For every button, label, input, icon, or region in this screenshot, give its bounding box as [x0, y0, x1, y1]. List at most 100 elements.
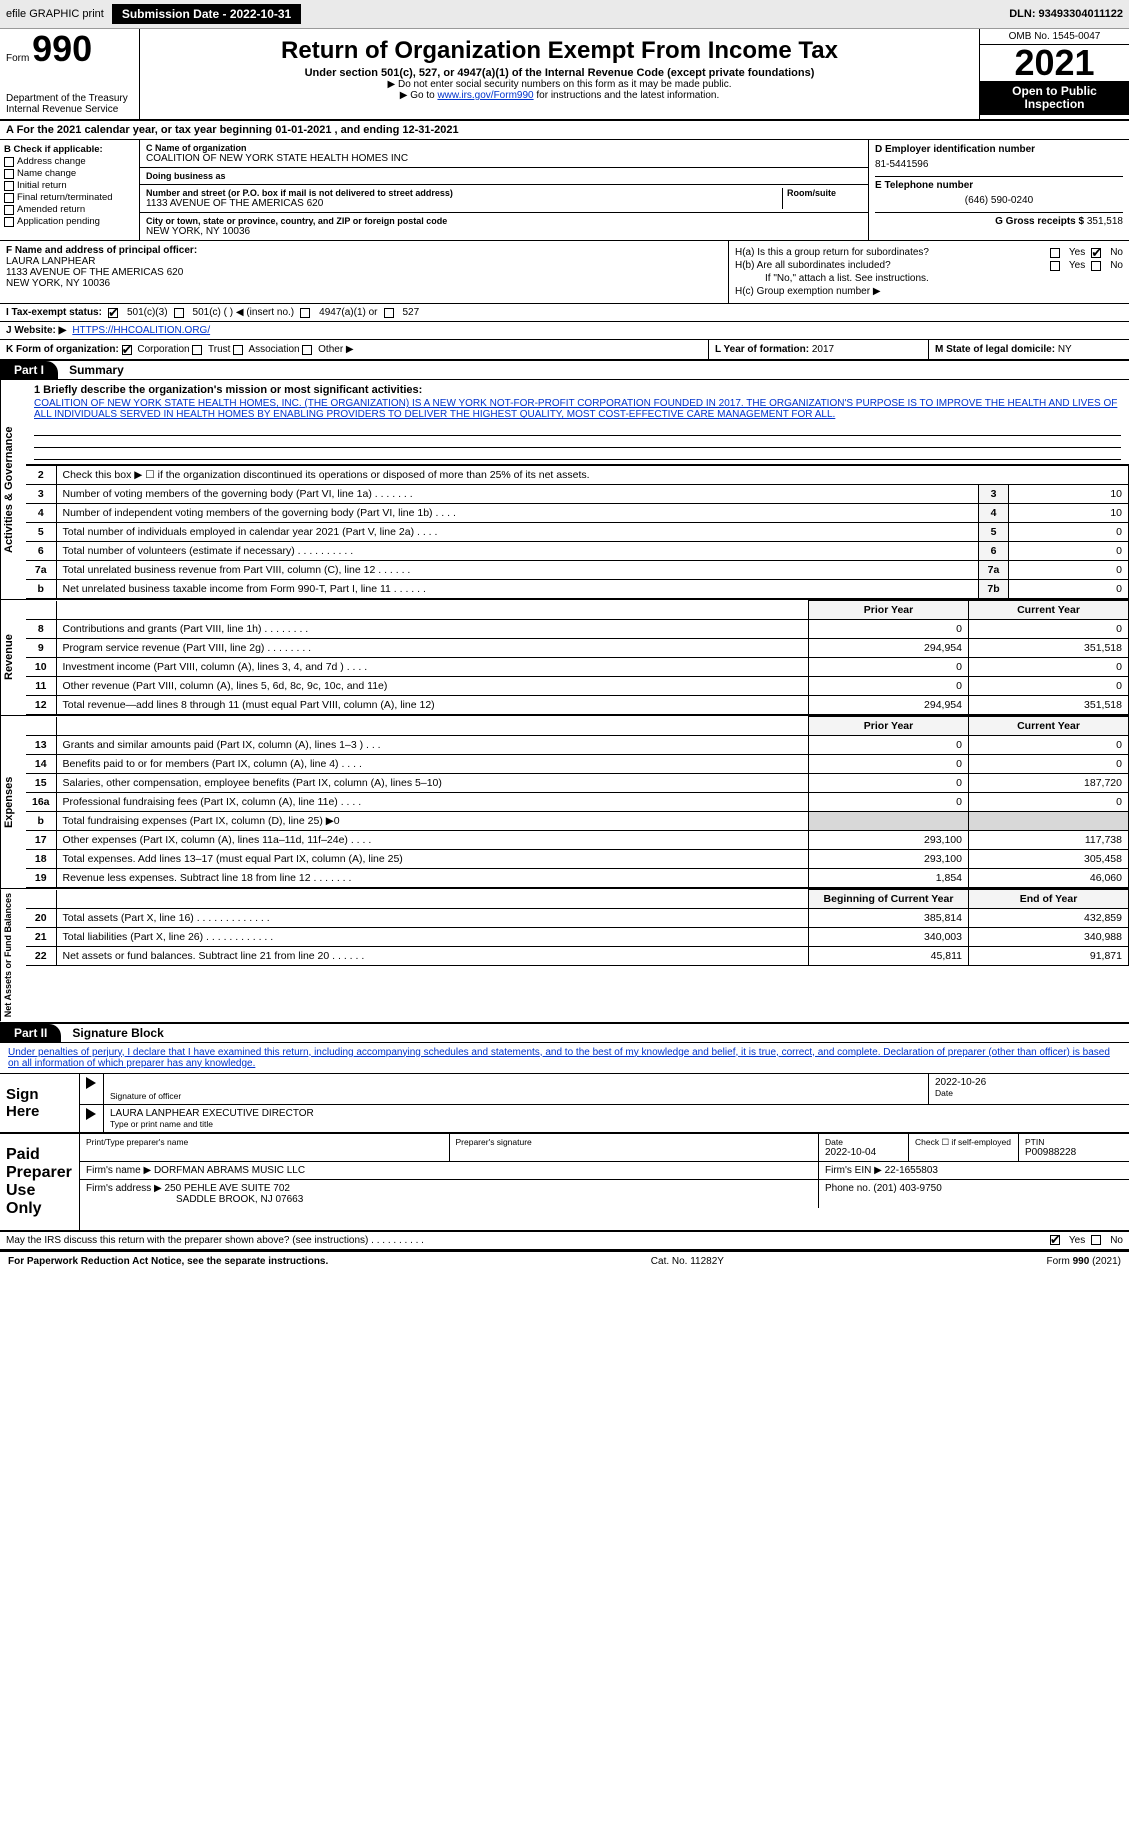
- line-m-label: M State of legal domicile:: [935, 344, 1055, 355]
- goto-note: ▶ Go to www.irs.gov/Form990 for instruct…: [146, 90, 973, 101]
- table-row: 9Program service revenue (Part VIII, lin…: [26, 639, 1129, 658]
- table-row: 22Net assets or fund balances. Subtract …: [26, 947, 1129, 966]
- chk-527[interactable]: [384, 308, 394, 318]
- header-left: Form 990 Department of the Treasury Inte…: [0, 29, 140, 119]
- chk-501c[interactable]: [174, 308, 184, 318]
- h-c-label: H(c) Group exemption number ▶: [735, 286, 881, 297]
- firm-phone: (201) 403-9750: [873, 1183, 941, 1194]
- side-label-netassets: Net Assets or Fund Balances: [0, 889, 26, 1021]
- part-ii-tab: Part II: [0, 1024, 61, 1042]
- line-l-label: L Year of formation:: [715, 344, 809, 355]
- chk-assoc[interactable]: [233, 345, 243, 355]
- self-emp-label: Check ☐ if self-employed: [915, 1137, 1012, 1148]
- addr-label: Number and street (or P.O. box if mail i…: [146, 188, 782, 198]
- h-a-label: H(a) Is this a group return for subordin…: [735, 247, 1050, 258]
- discuss-row: May the IRS discuss this return with the…: [0, 1232, 1129, 1251]
- mission-label: 1 Briefly describe the organization's mi…: [34, 384, 1121, 396]
- chk-app-pending[interactable]: Application pending: [4, 216, 135, 227]
- prep-date: 2022-10-04: [825, 1147, 902, 1158]
- irs-link[interactable]: www.irs.gov/Form990: [437, 90, 533, 101]
- ptin-label: PTIN: [1025, 1137, 1123, 1147]
- h-b-no[interactable]: [1091, 261, 1101, 271]
- formation-year: 2017: [812, 344, 834, 355]
- header-right: OMB No. 1545-0047 2021 Open to Public In…: [979, 29, 1129, 119]
- box-f: F Name and address of principal officer:…: [0, 241, 729, 303]
- expenses-table: Prior YearCurrent Year13Grants and simil…: [26, 716, 1129, 888]
- open-to-public: Open to Public Inspection: [980, 81, 1129, 115]
- table-row: 3Number of voting members of the governi…: [26, 485, 1129, 504]
- header-mid: Return of Organization Exempt From Incom…: [140, 29, 979, 119]
- table-row: bTotal fundraising expenses (Part IX, co…: [26, 812, 1129, 831]
- arrow-icon: [86, 1077, 96, 1089]
- chk-trust[interactable]: [192, 345, 202, 355]
- part-ii-title: Signature Block: [64, 1026, 163, 1040]
- footer-cat: Cat. No. 11282Y: [651, 1256, 724, 1267]
- h-a-yes[interactable]: [1050, 248, 1060, 258]
- org-name: COALITION OF NEW YORK STATE HEALTH HOMES…: [146, 153, 862, 164]
- form-number: 990: [32, 28, 92, 69]
- table-row: Prior YearCurrent Year: [26, 717, 1129, 736]
- sig-name: LAURA LANPHEAR EXECUTIVE DIRECTOR: [110, 1108, 1123, 1119]
- section-klm: K Form of organization: Corporation Trus…: [0, 340, 1129, 361]
- chk-amended[interactable]: Amended return: [4, 204, 135, 215]
- chk-final-return[interactable]: Final return/terminated: [4, 192, 135, 203]
- footer-left: For Paperwork Reduction Act Notice, see …: [8, 1256, 328, 1267]
- chk-name-change[interactable]: Name change: [4, 168, 135, 179]
- officer-addr1: 1133 AVENUE OF THE AMERICAS 620: [6, 267, 722, 278]
- firm-name-label: Firm's name ▶: [86, 1165, 151, 1176]
- discuss-no[interactable]: [1091, 1235, 1101, 1245]
- arrow-icon: [86, 1108, 96, 1120]
- h-b-note: If "No," attach a list. See instructions…: [735, 273, 1123, 284]
- mission-text-link[interactable]: COALITION OF NEW YORK STATE HEALTH HOMES…: [34, 398, 1117, 420]
- h-b-label: H(b) Are all subordinates included?: [735, 260, 1050, 271]
- table-row: 8Contributions and grants (Part VIII, li…: [26, 620, 1129, 639]
- table-row: 6Total number of volunteers (estimate if…: [26, 542, 1129, 561]
- h-b-yes[interactable]: [1050, 261, 1060, 271]
- prep-sig-label: Preparer's signature: [456, 1137, 813, 1147]
- line-l: L Year of formation: 2017: [709, 340, 929, 359]
- chk-address-change[interactable]: Address change: [4, 156, 135, 167]
- firm-ein: 22-1655803: [885, 1165, 938, 1176]
- firm-phone-label: Phone no.: [825, 1183, 871, 1194]
- table-row: 2Check this box ▶ ☐ if the organization …: [26, 466, 1129, 485]
- box-b-header: B Check if applicable:: [4, 144, 135, 155]
- table-row: 20Total assets (Part X, line 16) . . . .…: [26, 909, 1129, 928]
- line-i-label: I Tax-exempt status:: [6, 307, 102, 318]
- chk-4947[interactable]: [300, 308, 310, 318]
- table-row: bNet unrelated business taxable income f…: [26, 580, 1129, 599]
- form-title: Return of Organization Exempt From Incom…: [146, 37, 973, 65]
- sig-date-label: Date: [935, 1088, 1123, 1098]
- table-row: 7aTotal unrelated business revenue from …: [26, 561, 1129, 580]
- ssn-note: ▶ Do not enter social security numbers o…: [146, 79, 973, 90]
- table-row: Beginning of Current YearEnd of Year: [26, 890, 1129, 909]
- part-i-tab: Part I: [0, 361, 58, 379]
- footer: For Paperwork Reduction Act Notice, see …: [0, 1251, 1129, 1271]
- firm-ein-label: Firm's EIN ▶: [825, 1165, 882, 1176]
- chk-corp[interactable]: [122, 345, 132, 355]
- table-row: 18Total expenses. Add lines 13–17 (must …: [26, 850, 1129, 869]
- officer-addr2: NEW YORK, NY 10036: [6, 278, 722, 289]
- table-row: 11Other revenue (Part VIII, column (A), …: [26, 677, 1129, 696]
- line-j-label: J Website: ▶: [6, 325, 66, 336]
- tax-year: 2021: [980, 45, 1129, 81]
- officer-label: F Name and address of principal officer:: [6, 245, 722, 256]
- chk-initial-return[interactable]: Initial return: [4, 180, 135, 191]
- part-i-header-row: Part I Summary: [0, 361, 1129, 380]
- street-address: 1133 AVENUE OF THE AMERICAS 620: [146, 198, 782, 209]
- side-label-expenses: Expenses: [0, 716, 26, 888]
- box-d: D Employer identification number 81-5441…: [869, 140, 1129, 240]
- section-fh: F Name and address of principal officer:…: [0, 241, 1129, 304]
- chk-501c3[interactable]: [108, 308, 118, 318]
- prep-date-label: Date: [825, 1137, 902, 1147]
- chk-other[interactable]: [302, 345, 312, 355]
- org-name-label: C Name of organization: [146, 143, 862, 153]
- table-row: 14Benefits paid to or for members (Part …: [26, 755, 1129, 774]
- side-label-governance: Activities & Governance: [0, 380, 26, 599]
- gross-label: G Gross receipts $: [995, 216, 1084, 227]
- goto-pre: ▶ Go to: [400, 90, 438, 101]
- discuss-yes[interactable]: [1050, 1235, 1060, 1245]
- signature-intro-text[interactable]: Under penalties of perjury, I declare th…: [8, 1047, 1110, 1069]
- line-m: M State of legal domicile: NY: [929, 340, 1129, 359]
- h-a-no[interactable]: [1091, 248, 1101, 258]
- website-link[interactable]: HTTPS://HHCOALITION.ORG/: [72, 325, 210, 336]
